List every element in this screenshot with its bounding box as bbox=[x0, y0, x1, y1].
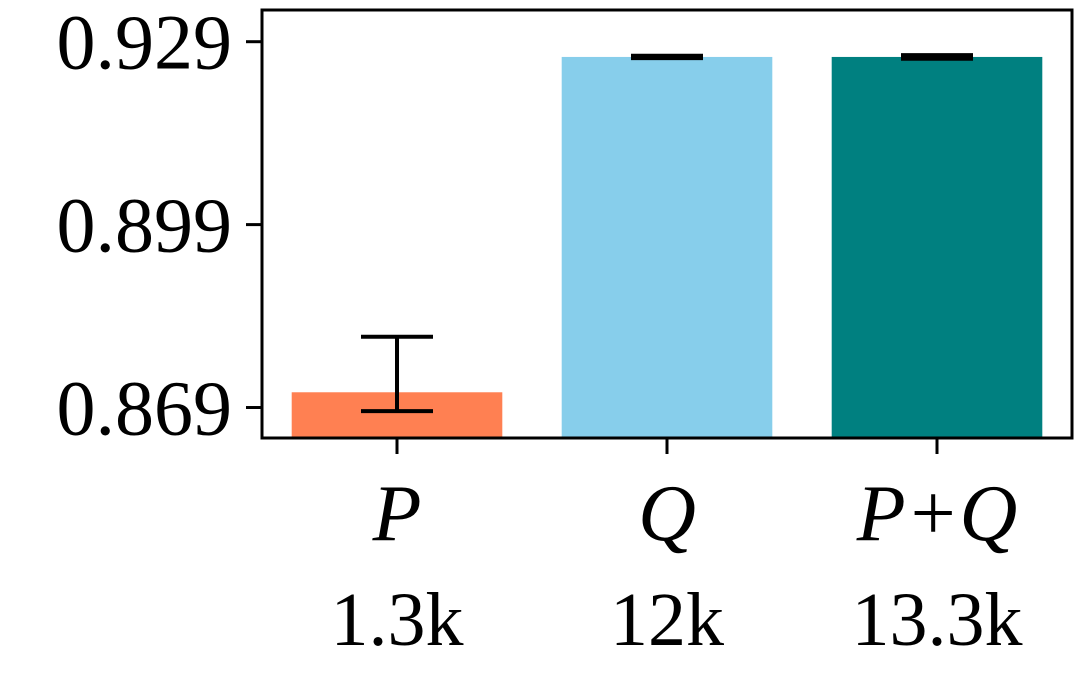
x-sublabel-3: 13.3k bbox=[852, 578, 1023, 662]
x-sublabel-2: 12k bbox=[610, 578, 724, 662]
x-tick-label-1: P bbox=[372, 470, 422, 558]
error-bars-layer bbox=[361, 53, 973, 414]
bars-layer bbox=[291, 56, 1043, 439]
x-sublabel-1: 1.3k bbox=[331, 578, 464, 662]
y-tick-label-1: 0.869 bbox=[57, 365, 233, 452]
bar-2 bbox=[561, 56, 773, 439]
x-tick-label-3: P+Q bbox=[856, 470, 1018, 558]
x-axis: P 1.3k Q 12k P+Q 13.3k bbox=[331, 438, 1023, 662]
y-axis: 0.869 0.899 0.929 bbox=[57, 0, 262, 452]
y-tick-label-3: 0.929 bbox=[57, 0, 233, 86]
bar-3 bbox=[831, 56, 1043, 439]
y-tick-label-2: 0.899 bbox=[57, 182, 233, 269]
x-tick-label-2: Q bbox=[638, 470, 696, 558]
